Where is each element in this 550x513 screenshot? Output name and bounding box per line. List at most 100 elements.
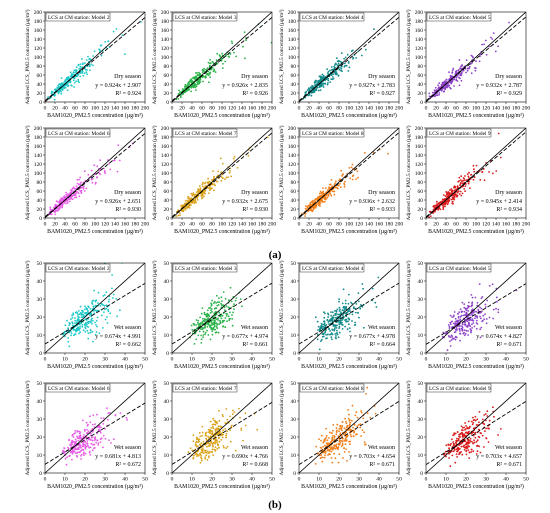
regression-equation: y = 0.681x + 4.813 [95,454,141,460]
data-point [79,322,82,324]
data-point [312,208,315,210]
x-tick-label: 0 [44,477,47,483]
data-point [232,311,235,314]
data-point [333,447,335,449]
data-point [334,62,337,65]
data-point [450,442,452,445]
regression-line [426,283,526,345]
data-point [216,441,219,444]
y-tick-label: 10 [291,453,297,459]
y-tick-label: 200 [34,10,43,16]
regression-equation: y = 0.677x + 4.974 [222,334,268,340]
data-point [494,50,497,53]
y-tick-label: 60 [37,73,43,79]
data-point [81,66,83,68]
x-axis-label: BAM1020_PM2.5 concentration (µg/m³) [174,483,270,490]
data-point [195,319,198,321]
y-tick-label: 200 [415,10,424,16]
data-point [435,200,438,203]
data-point [327,316,329,318]
data-point [483,318,486,321]
data-point [85,319,88,321]
data-point [311,200,313,203]
data-point [200,338,203,341]
data-point [343,65,346,68]
x-tick-label: 30 [102,357,108,363]
data-point [81,72,84,74]
data-point [471,319,473,322]
data-point [340,69,342,72]
data-point [119,309,121,312]
data-point [208,73,211,75]
data-point [72,186,75,189]
data-point [191,194,194,197]
data-point [82,186,85,189]
data-point [461,65,463,67]
data-point [322,187,324,190]
y-tick-label: 200 [288,10,297,16]
data-point [70,332,73,334]
data-point [225,305,228,307]
data-point [454,320,457,323]
data-point [209,435,212,438]
x-axis-label: BAM1020_PM2.5 concentration (µg/m³) [47,363,143,370]
data-point [453,449,456,451]
data-point [211,425,214,428]
data-point [212,417,215,420]
data-point [475,164,478,167]
data-point [82,452,85,455]
x-tick-label: 160 [502,222,511,228]
identity-line [45,263,145,353]
data-point [447,199,449,202]
r-squared-label: R² = 0.930 [242,207,268,213]
data-point [330,314,332,317]
data-point [472,164,475,167]
data-point [470,451,473,453]
data-point [77,447,80,449]
data-point [204,325,207,327]
data-point [473,439,475,442]
data-point [463,334,466,337]
model-label-box [299,383,365,393]
x-tick-label: 20 [179,222,185,228]
data-point [71,198,74,201]
regression-line [299,282,399,345]
data-point [100,417,103,419]
data-point [339,308,341,311]
data-point [473,325,476,328]
y-tick-label: 40 [291,399,297,405]
data-point [86,432,88,435]
data-point [63,197,65,199]
data-point [464,185,467,188]
x-tick-label: 180 [131,106,140,112]
data-point [81,323,84,326]
data-point [188,83,191,86]
data-point [124,53,126,56]
data-point [453,185,456,188]
data-point [190,78,193,80]
x-tick-label: 0 [171,106,174,112]
data-point [330,432,333,434]
data-point [317,452,320,454]
data-point [446,203,449,206]
data-point [210,320,213,323]
data-point [454,338,457,341]
data-point [216,428,219,431]
data-point [343,182,345,185]
data-point [332,314,335,317]
data-point [210,308,213,310]
data-point [375,381,377,383]
data-point [81,63,84,66]
model-label: LCS at CM station: Model 5 [429,266,491,272]
data-point [77,192,80,195]
x-tick-label: 200 [522,222,531,228]
y-tick-label: 160 [161,28,170,34]
data-point [72,329,75,331]
data-point [207,181,210,184]
data-point [194,201,197,204]
data-point [102,446,104,449]
data-point [357,176,359,179]
data-point [319,78,322,81]
data-point [343,62,346,65]
